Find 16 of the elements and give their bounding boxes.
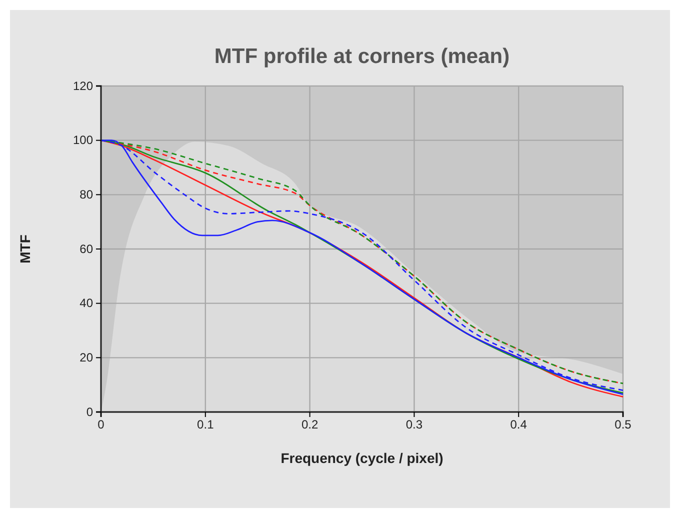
y-tick-label: 0 bbox=[86, 404, 94, 419]
y-axis-title: MTF bbox=[17, 234, 33, 264]
y-tick-label: 120 bbox=[72, 78, 94, 93]
x-tick-label: 0 bbox=[98, 418, 105, 432]
x-axis-title: Frequency (cycle / pixel) bbox=[280, 450, 444, 466]
chart-title: MTF profile at corners (mean) bbox=[214, 45, 510, 68]
y-tick-label: 40 bbox=[80, 296, 94, 310]
y-tick-label: 80 bbox=[80, 188, 94, 202]
x-tick-label: 0.3 bbox=[406, 418, 423, 432]
y-tick-label: 60 bbox=[80, 242, 94, 256]
x-tick-label: 0.4 bbox=[510, 418, 528, 432]
x-tick-label: 0.5 bbox=[614, 418, 632, 432]
x-tick-label: 0.1 bbox=[197, 418, 214, 432]
y-tick-label: 100 bbox=[72, 133, 94, 148]
y-tick-label: 20 bbox=[80, 350, 94, 365]
x-tick-label: 0.2 bbox=[301, 418, 318, 432]
